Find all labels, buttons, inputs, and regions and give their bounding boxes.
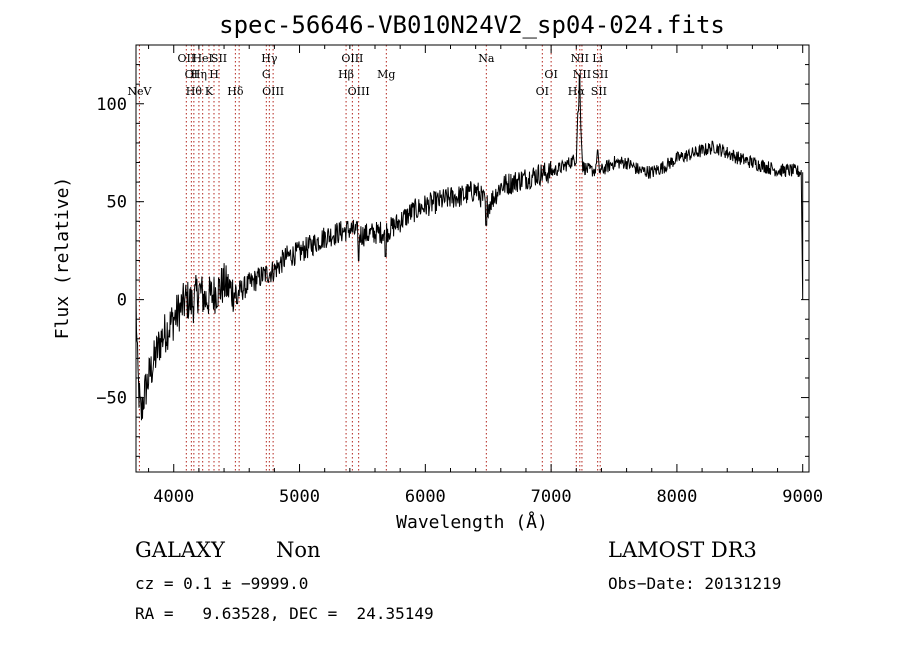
line-label-22: NII xyxy=(571,52,589,65)
x-tick-label-0: 4000 xyxy=(153,487,194,507)
object-class: GALAXY xyxy=(135,538,225,562)
survey-name: LAMOST DR3 xyxy=(608,538,757,562)
line-label-4: Hη xyxy=(191,68,207,81)
line-label-1: OII xyxy=(177,52,195,65)
line-label-19: OI xyxy=(536,85,549,98)
line-label-12: Hγ xyxy=(261,52,278,65)
y-tick-label-2: 50 xyxy=(107,193,127,213)
line-label-9: Hδ xyxy=(227,85,244,98)
line-label-11: G xyxy=(262,68,271,81)
line-label-18: Na xyxy=(478,52,495,65)
x-axis-label: Wavelength (Å) xyxy=(396,511,548,533)
line-label-7: H xyxy=(209,68,219,81)
spectral-line-markers xyxy=(138,45,601,472)
observation-date: Obs−Date: 20131219 xyxy=(608,574,782,593)
x-tick-label-1: 5000 xyxy=(279,487,320,507)
redshift-line: cz = 0.1 ± −9999.0 xyxy=(135,574,309,593)
y-tick-label-3: 100 xyxy=(96,95,127,115)
line-label-14: Hβ xyxy=(338,68,354,81)
line-label-17: Mg xyxy=(377,68,395,81)
y-tick-label-0: −50 xyxy=(96,389,127,409)
plot-frame xyxy=(135,44,810,473)
line-label-3: Hθ xyxy=(186,85,203,98)
spectrum-layer xyxy=(135,74,804,421)
y-axis-label: Flux (relative) xyxy=(52,177,73,340)
line-label-26: SII xyxy=(591,85,607,98)
line-label-21: Hα xyxy=(568,85,586,98)
line-label-8: SII xyxy=(211,52,227,65)
line-label-25: SII xyxy=(592,68,608,81)
x-tick-label-4: 8000 xyxy=(656,487,697,507)
line-label-24: Li xyxy=(592,52,603,65)
line-label-6: K xyxy=(205,85,214,98)
line-label-2: OI xyxy=(185,68,198,81)
y-axis: −50 0 50 100 xyxy=(96,64,809,457)
line-label-13: OIII xyxy=(262,85,284,98)
x-axis: 4000 5000 6000 7000 8000 9000 xyxy=(148,45,823,507)
line-label-20: OI xyxy=(544,68,557,81)
x-tick-label-3: 7000 xyxy=(531,487,572,507)
spectral-line-labels: NeV OII OI Hθ Hη HeI KH SII Hδ G Hγ OIII Hβ OIII OIII M… xyxy=(127,52,608,98)
x-tick-label-2: 6000 xyxy=(405,487,446,507)
x-tick-label-5: 9000 xyxy=(782,487,823,507)
line-label-15: OIII xyxy=(341,52,363,65)
spectrum-trace xyxy=(135,74,804,421)
coordinates: RA = 9.63528, DEC = 24.35149 xyxy=(135,604,434,623)
object-subclass: Non xyxy=(276,538,321,562)
line-label-16: OIII xyxy=(348,85,370,98)
chart-title: spec-56646-VB010N24V2_sp04-024.fits xyxy=(219,11,725,39)
line-label-5: HeI xyxy=(192,52,212,65)
line-label-23: NII xyxy=(573,68,591,81)
line-label-0: NeV xyxy=(127,85,152,98)
y-tick-label-1: 0 xyxy=(117,291,127,311)
